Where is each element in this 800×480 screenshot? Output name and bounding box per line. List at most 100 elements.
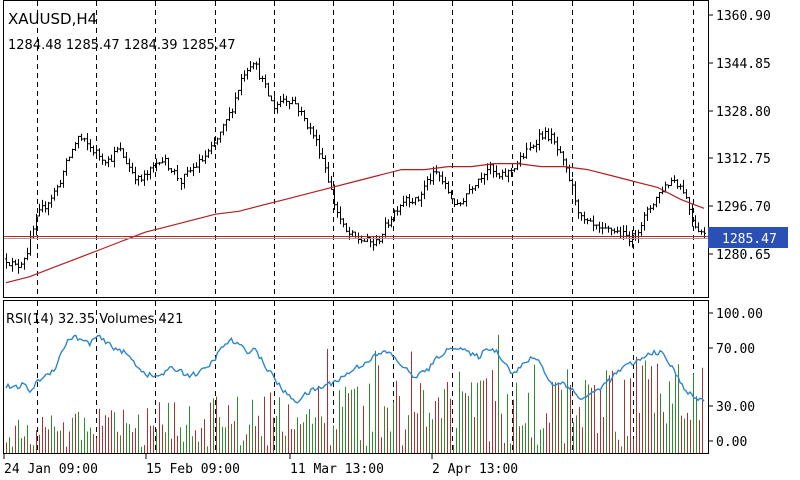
- price-bar: [351, 230, 354, 237]
- price-bar: [297, 103, 300, 117]
- time-tick-label: 11 Mar 13:00: [290, 462, 384, 477]
- price-bar: [411, 197, 414, 205]
- price-bar: [128, 158, 131, 172]
- price-bar: [158, 162, 161, 166]
- price-bar: [110, 154, 113, 162]
- price-bar: [324, 155, 327, 173]
- price-bar: [173, 168, 176, 175]
- price-bar: [396, 206, 399, 216]
- chart-symbol-label: XAUUSD,H4: [8, 10, 97, 28]
- price-bars: [5, 57, 706, 274]
- price-bar: [471, 186, 474, 194]
- price-bar: [95, 146, 98, 155]
- price-bar: [101, 153, 104, 165]
- price-bar: [41, 199, 44, 213]
- price-bar: [423, 180, 426, 200]
- price-bar: [348, 226, 351, 240]
- price-bar: [507, 169, 510, 183]
- price-bar: [405, 195, 408, 207]
- price-bar: [586, 218, 589, 225]
- price-bar: [249, 61, 252, 72]
- price-bar: [198, 154, 201, 173]
- price-bar: [577, 199, 580, 219]
- time-tick-label: 15 Feb 09:00: [146, 462, 240, 477]
- price-bar: [426, 176, 429, 191]
- price-bar: [318, 134, 321, 159]
- price-bar: [658, 192, 661, 204]
- price-bar: [480, 172, 483, 183]
- price-bar: [655, 196, 658, 208]
- price-bar: [462, 198, 465, 205]
- price-bar: [303, 110, 306, 122]
- price-bar: [598, 221, 601, 233]
- indicator-tick-label: 30.00: [716, 400, 755, 415]
- price-bar: [468, 184, 471, 195]
- price-bar: [393, 209, 396, 222]
- price-bar: [113, 146, 116, 168]
- price-bar: [255, 61, 258, 70]
- price-bar: [26, 247, 29, 261]
- price-bar: [553, 132, 556, 145]
- price-bar: [414, 197, 417, 206]
- price-bar: [315, 129, 318, 147]
- price-bar: [583, 211, 586, 224]
- price-bar: [11, 257, 14, 272]
- price-bar: [610, 227, 613, 236]
- price-bar: [504, 168, 507, 177]
- price-bar: [59, 179, 62, 188]
- price-bar: [456, 199, 459, 206]
- price-bar: [176, 165, 179, 181]
- price-bar: [252, 62, 255, 70]
- price-bar: [547, 128, 550, 142]
- price-bar: [143, 170, 146, 186]
- price-bar: [68, 156, 71, 162]
- price-bar: [170, 168, 173, 174]
- price-bar: [697, 222, 700, 233]
- price-bar: [366, 233, 369, 243]
- indicator-label: RSI(14) 32.35 Volumes 421: [6, 312, 183, 327]
- price-bar: [146, 170, 149, 181]
- price-bar: [501, 169, 504, 180]
- price-bar: [646, 206, 649, 221]
- price-bar: [544, 127, 547, 140]
- price-bar: [246, 67, 249, 80]
- price-bar: [408, 194, 411, 208]
- price-bar: [164, 154, 167, 166]
- price-bar: [189, 167, 192, 173]
- price-bar: [333, 184, 336, 210]
- price-bar: [562, 151, 565, 166]
- price-bar: [649, 205, 652, 213]
- price-bar: [204, 150, 207, 164]
- price-bar: [688, 196, 691, 215]
- price-tick-label: 1328.80: [716, 105, 771, 120]
- price-bar: [595, 224, 598, 230]
- price-bar: [225, 119, 228, 132]
- price-bar: [670, 177, 673, 186]
- price-bar: [580, 212, 583, 221]
- price-bar: [529, 142, 532, 151]
- price-bar: [192, 163, 195, 177]
- price-bar: [56, 184, 59, 196]
- price-bar: [685, 189, 688, 199]
- price-bar: [607, 225, 610, 233]
- price-bar: [282, 93, 285, 104]
- price-bar: [541, 131, 544, 140]
- price-bar: [450, 190, 453, 200]
- price-bar: [604, 223, 607, 229]
- indicator-axis: 100.00 70.00 30.00 0.00: [708, 307, 763, 450]
- price-bar: [273, 96, 276, 110]
- price-bar: [589, 218, 592, 222]
- price-bar: [429, 173, 432, 185]
- price-bar: [234, 92, 237, 114]
- price-bar: [134, 166, 137, 185]
- price-bar: [498, 172, 501, 179]
- price-bar: [682, 179, 685, 194]
- rsi-line: [5, 334, 705, 404]
- price-bar: [390, 216, 393, 228]
- price-bar: [513, 168, 516, 173]
- price-bar: [625, 225, 628, 238]
- price-bar: [183, 173, 186, 189]
- price-bar: [556, 136, 559, 156]
- price-bar: [447, 181, 450, 194]
- price-bar: [92, 145, 95, 156]
